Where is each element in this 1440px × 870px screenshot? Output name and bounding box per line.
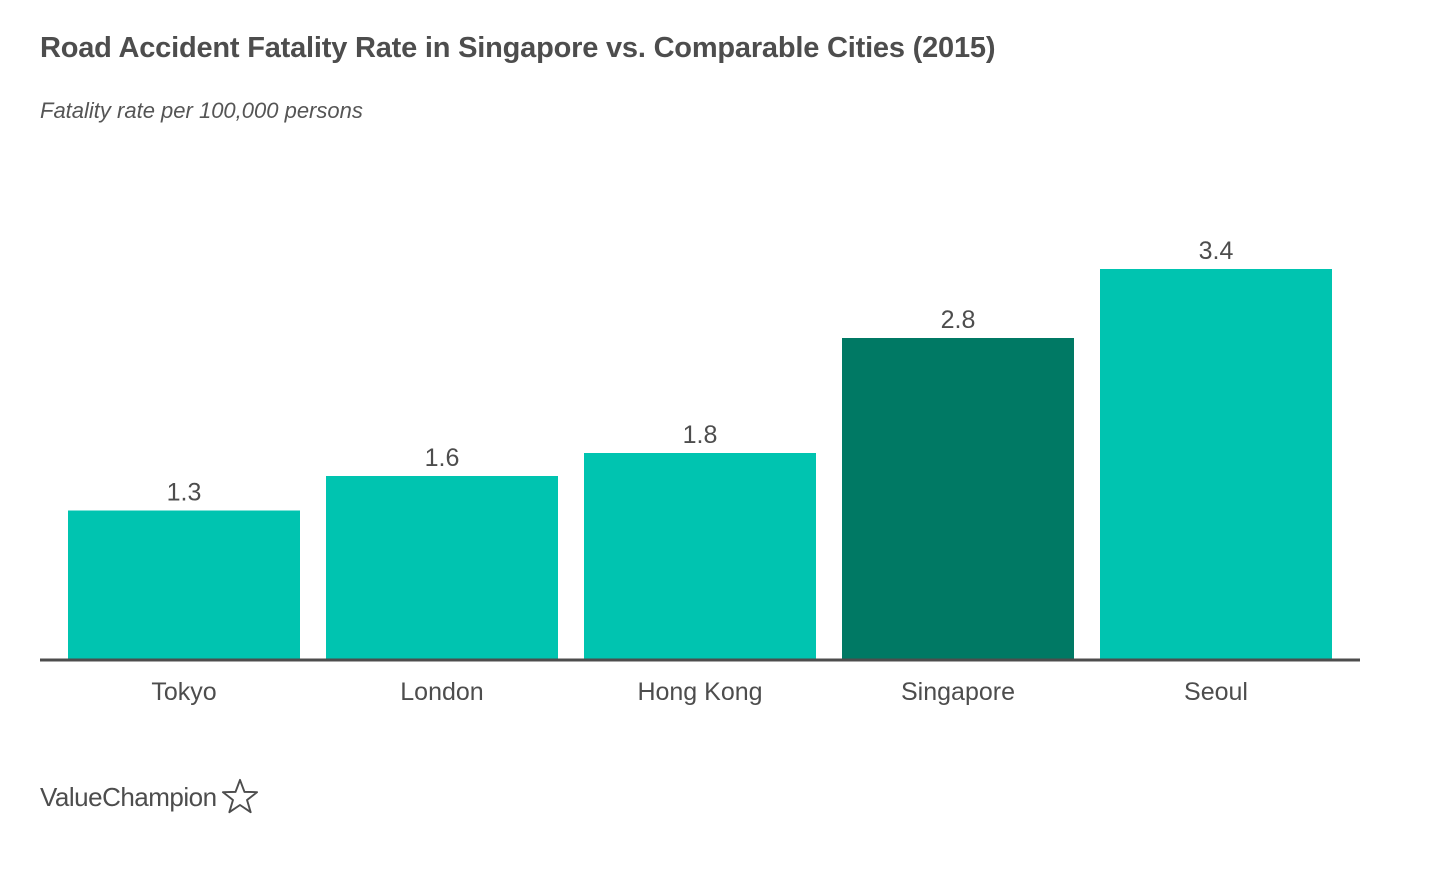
bar-london (326, 476, 558, 660)
brand-name: ValueChampion (40, 781, 217, 812)
brand-logo: ValueChampion (40, 778, 259, 816)
category-label: London (400, 678, 483, 706)
bar-tokyo (68, 510, 300, 660)
value-label: 2.8 (941, 306, 976, 334)
category-labels-layer: Tokyo London Hong Kong Singapore Seoul (151, 678, 1248, 706)
star-outline-icon (221, 778, 258, 814)
bar-singapore (842, 338, 1074, 660)
value-label: 1.8 (683, 421, 718, 449)
category-label: Hong Kong (637, 678, 762, 706)
value-label: 1.6 (425, 444, 460, 472)
bars-layer (68, 269, 1332, 660)
chart-title: Road Accident Fatality Rate in Singapore… (40, 32, 996, 64)
value-labels-layer: 1.3 1.6 1.8 2.8 3.4 (167, 237, 1234, 507)
value-label: 1.3 (167, 479, 202, 507)
chart-subtitle: Fatality rate per 100,000 persons (40, 98, 363, 123)
bar-seoul (1100, 269, 1332, 660)
category-label: Tokyo (151, 678, 216, 706)
bar-hong-kong (584, 453, 816, 660)
value-label: 3.4 (1199, 237, 1234, 265)
category-label: Seoul (1184, 678, 1248, 706)
category-label: Singapore (901, 678, 1015, 706)
